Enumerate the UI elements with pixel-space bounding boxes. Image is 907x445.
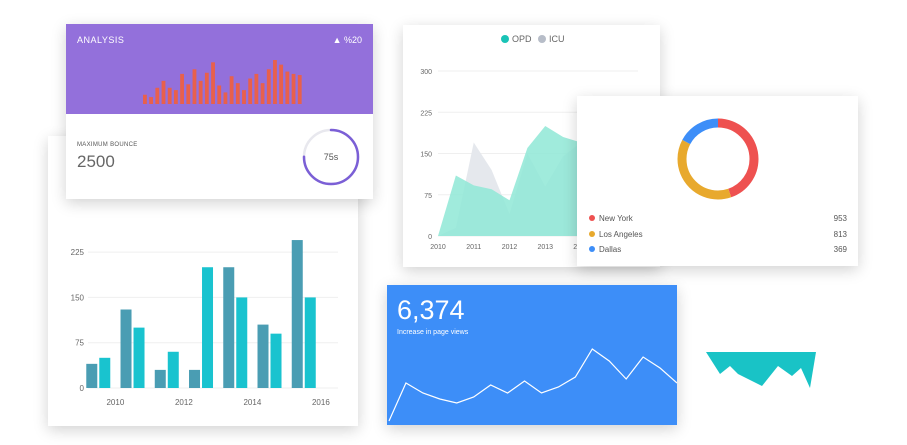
new-york-swatch	[589, 215, 595, 221]
analysis-header: ANALYSIS ▲ %20	[66, 24, 373, 114]
teal-shape-path	[706, 352, 816, 388]
spark-bar	[143, 94, 147, 104]
bar	[167, 351, 179, 388]
bar	[223, 267, 235, 388]
y-tick-label: 225	[71, 248, 85, 257]
spark-bar	[254, 73, 259, 104]
cities-donut-card: New York 953 Los Angeles 813 Dallas 369	[577, 96, 858, 266]
los-angeles-swatch	[589, 231, 595, 237]
y-tick-label: 150	[420, 152, 432, 159]
spark-bar	[155, 87, 160, 104]
bounce-label: MAXIMUM BOUNCE	[77, 142, 138, 148]
spark-bar	[285, 71, 290, 104]
spark-bar	[192, 69, 197, 104]
bar	[236, 297, 248, 388]
spark-bar	[217, 85, 222, 104]
new-york-label: New York	[599, 214, 633, 223]
spark-bar	[198, 80, 203, 104]
legend-opd-swatch	[501, 35, 509, 43]
y-tick-label: 300	[420, 69, 432, 76]
spark-bar	[273, 60, 277, 104]
page-views-value: 6,374	[397, 295, 465, 325]
new-york-value: 953	[833, 214, 847, 223]
donut-row-los-angeles: Los Angeles 813	[589, 230, 847, 244]
bar	[99, 357, 111, 388]
yearly-bar-chart: 0 75 150 225 2010 2012 2014 2016	[71, 240, 338, 407]
spark-bar	[297, 75, 302, 104]
spark-bar	[242, 90, 246, 104]
legend-opd: OPD	[501, 34, 532, 44]
cities-donut-chart	[677, 118, 759, 200]
bar	[189, 369, 201, 388]
spark-bar	[266, 69, 271, 104]
ring-label: 75s	[324, 152, 339, 162]
spark-bar	[229, 76, 234, 104]
donut-row-dallas: Dallas 369	[589, 245, 847, 259]
y-tick-label: 0	[80, 384, 85, 393]
los-angeles-value: 813	[833, 230, 847, 239]
bar	[86, 363, 98, 388]
legend-icu: ICU	[538, 34, 565, 44]
analysis-change: ▲ %20	[332, 35, 362, 45]
y-tick-label: 75	[75, 339, 84, 348]
y-tick-label: 150	[71, 293, 85, 302]
dallas-swatch	[589, 246, 595, 252]
bar	[120, 309, 132, 388]
spark-bar	[180, 73, 184, 104]
bar	[304, 297, 316, 388]
legend-icu-label: ICU	[549, 34, 565, 44]
dallas-value: 369	[833, 245, 847, 254]
page-views-line	[388, 348, 677, 422]
bar	[154, 369, 166, 388]
spark-bar	[167, 87, 172, 104]
spark-bar	[223, 92, 228, 104]
donut-slice	[677, 118, 759, 200]
analysis-title: ANALYSIS	[77, 35, 125, 45]
spark-bar	[186, 84, 191, 104]
dallas-label: Dallas	[599, 245, 622, 254]
spark-bar	[173, 90, 178, 104]
donut-slice	[677, 118, 759, 200]
y-tick-label: 225	[420, 110, 432, 117]
analysis-card: ANALYSIS ▲ %20 MAXIMUM BOUNCE 2500 75s	[66, 24, 373, 199]
donut-row-new-york: New York 953	[589, 214, 847, 228]
bar	[291, 240, 303, 388]
spark-bar	[260, 83, 265, 104]
ring-progress	[302, 128, 360, 186]
bounce-value: 2500	[77, 152, 115, 171]
bar	[133, 327, 145, 388]
bar	[270, 333, 282, 388]
page-views-line-chart	[388, 348, 677, 422]
spark-bar	[235, 83, 240, 104]
spark-bar	[211, 62, 215, 104]
x-tick-label: 2011	[466, 244, 481, 251]
bar	[202, 267, 214, 388]
x-tick-label: 2012	[502, 244, 518, 251]
legend-icu-swatch	[538, 35, 546, 43]
los-angeles-label: Los Angeles	[599, 230, 643, 239]
y-tick-label: 0	[428, 234, 432, 241]
spark-bar	[248, 78, 253, 104]
page-views-label: Increase in page views	[397, 329, 469, 336]
spark-bar	[204, 72, 209, 104]
legend-opd-label: OPD	[512, 34, 532, 44]
x-tick-label: 2016	[312, 398, 330, 407]
decorative-teal-shape	[706, 352, 816, 388]
x-tick-label: 2012	[175, 398, 193, 407]
x-tick-label: 2010	[430, 244, 446, 251]
y-tick-label: 75	[424, 193, 432, 200]
bar	[257, 324, 269, 388]
analysis-sparkline	[143, 60, 302, 104]
spark-bar	[161, 80, 166, 104]
x-tick-label: 2013	[537, 244, 553, 251]
x-tick-label: 2014	[243, 398, 261, 407]
bounce-progress-ring: 75s	[302, 128, 360, 186]
spark-bar	[149, 97, 154, 104]
spark-bar	[291, 73, 296, 104]
spark-bar	[279, 64, 284, 104]
page-views-card: 6,374 Increase in page views	[387, 285, 677, 425]
x-tick-label: 2010	[106, 398, 124, 407]
area-opd	[438, 126, 581, 236]
